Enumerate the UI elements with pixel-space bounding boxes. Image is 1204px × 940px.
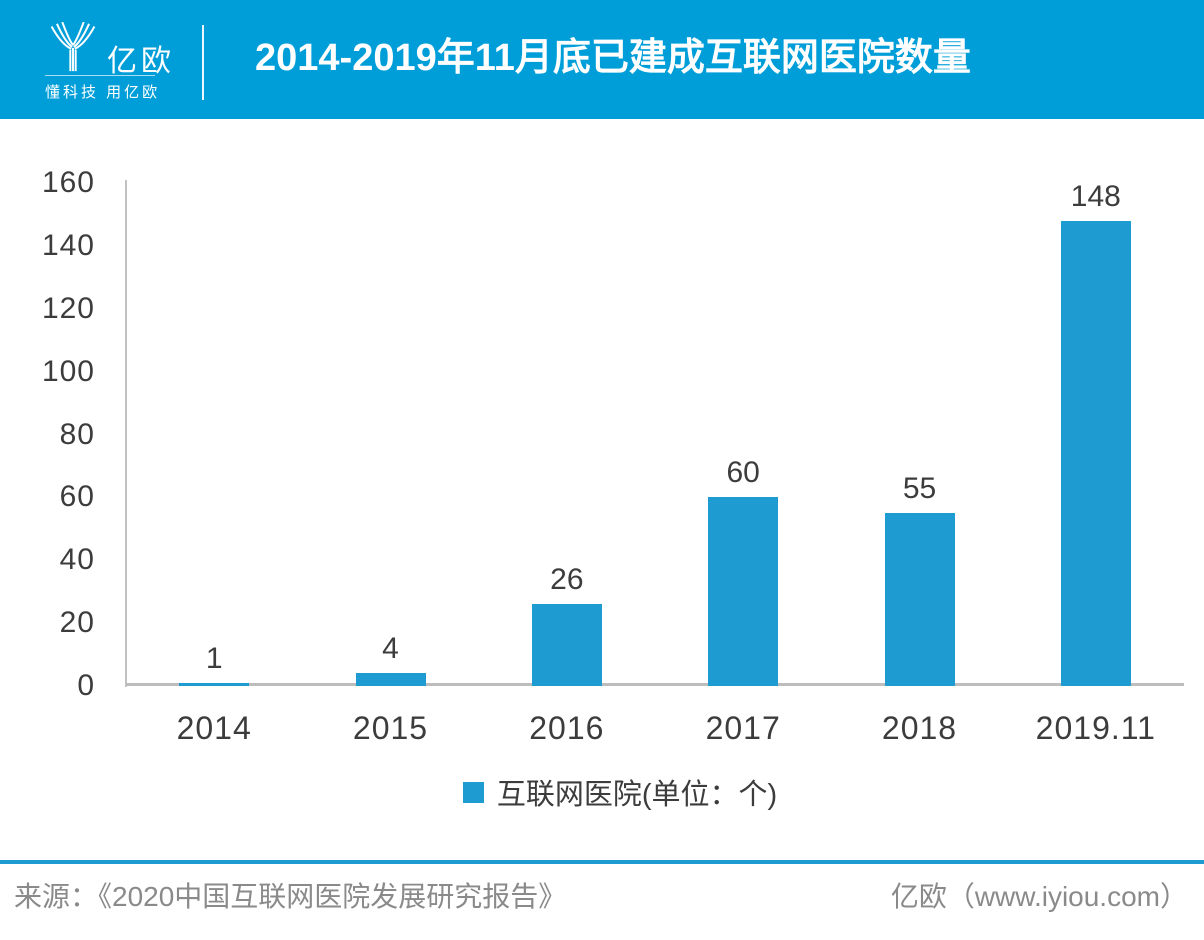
y-tick-label: 20 <box>59 606 95 640</box>
bar-value-label: 1 <box>205 641 223 675</box>
x-tick-label: 2016 <box>529 710 605 746</box>
logo-brand-text: 亿欧 <box>107 45 175 78</box>
y-tick-label: 100 <box>41 354 95 388</box>
bar-value-label: 26 <box>550 563 584 597</box>
bar-2017 <box>708 497 779 686</box>
y-tick-label: 0 <box>77 669 95 702</box>
y-tick-label: 40 <box>59 543 95 577</box>
y-tick-label: 120 <box>41 291 95 325</box>
logo-slogan-text: 懂科技 用亿欧 <box>45 84 161 101</box>
brand-url-text: 亿欧（www.iyiou.com） <box>890 881 1188 912</box>
bar-2014 <box>179 682 250 686</box>
header-banner: 亿欧 懂科技 用亿欧 2014-2019年11月底已建成互联网医院数量 <box>0 0 1204 119</box>
footer: 来源：《2020中国互联网医院发展研究报告》 亿欧（www.iyiou.com） <box>0 860 1204 940</box>
header-divider-line <box>202 25 204 100</box>
bar-value-label: 60 <box>726 456 760 490</box>
source-text: 来源：《2020中国互联网医院发展研究报告》 <box>14 881 567 912</box>
bar-value-label: 55 <box>902 472 937 506</box>
bar-value-label: 4 <box>382 632 399 666</box>
legend: 互联网医院(单位：个) <box>18 771 1204 813</box>
logo-underline-divider <box>45 75 155 76</box>
page-title: 2014-2019年11月底已建成互联网医院数量 <box>255 37 971 79</box>
x-tick-label: 2017 <box>705 710 781 746</box>
x-axis-line <box>126 683 1184 686</box>
x-tick-label: 2015 <box>352 710 429 746</box>
bar-2018 <box>884 513 955 686</box>
bar-2016 <box>531 604 602 686</box>
x-tick-label: 2018 <box>881 710 958 746</box>
footer-divider-line <box>0 860 1204 864</box>
iyiou-logo-icon <box>50 22 96 72</box>
bar-value-label: 148 <box>1070 179 1121 213</box>
legend-label: 互联网医院(单位：个) <box>496 779 778 811</box>
bar-chart: 0 20 40 60 80 100 120 140 160 1 4 26 60 55 148 2014 20… <box>0 119 1204 860</box>
y-tick-label: 60 <box>59 480 95 514</box>
x-tick-label: 2014 <box>176 710 252 746</box>
y-tick-label: 140 <box>41 228 95 262</box>
bar-2015 <box>355 673 426 686</box>
y-axis-line <box>125 180 127 687</box>
y-tick-label: 80 <box>59 417 95 451</box>
footer-row: 来源：《2020中国互联网医院发展研究报告》 亿欧（www.iyiou.com） <box>0 864 1204 932</box>
iyiou-logo: 亿欧 懂科技 用亿欧 <box>45 20 215 105</box>
x-tick-label: 2019.11 <box>1035 710 1156 746</box>
legend-swatch <box>462 781 484 803</box>
y-tick-label: 160 <box>41 166 95 199</box>
bar-2019.11 <box>1060 220 1131 686</box>
